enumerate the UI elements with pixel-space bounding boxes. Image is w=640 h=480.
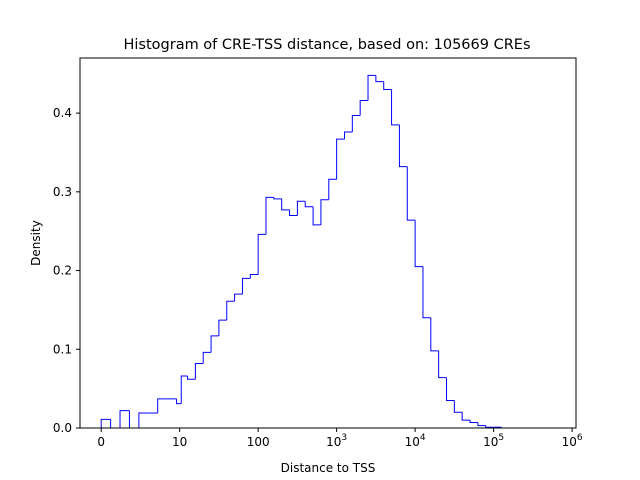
histogram-bin — [187, 376, 196, 380]
histogram-bin — [446, 377, 455, 401]
histogram-bin — [296, 200, 306, 216]
histogram-bin — [176, 398, 182, 405]
histogram-bin — [257, 233, 266, 275]
y-tick-label: 0.1 — [53, 342, 72, 356]
histogram-bin — [194, 362, 204, 380]
histogram-bin — [241, 277, 251, 295]
x-axis: 0 10 100 103 104 105 106 — [97, 428, 583, 449]
histogram-bin — [273, 197, 282, 200]
histogram-bin — [128, 410, 139, 429]
histogram-bin — [469, 420, 478, 423]
histogram-bin — [202, 351, 212, 364]
histogram-bin — [320, 199, 329, 225]
histogram-bin — [343, 131, 353, 140]
x-tick-label: 103 — [326, 433, 347, 449]
histogram-bin — [422, 266, 431, 319]
histogram-bin — [249, 273, 259, 279]
histogram-bin — [430, 317, 439, 352]
histogram-bin — [406, 166, 416, 221]
histogram-bin — [180, 375, 188, 404]
y-axis-label: Density — [29, 220, 43, 266]
histogram-bin — [485, 425, 494, 428]
x-tick-label: 100 — [247, 435, 270, 449]
histogram-bin — [375, 75, 384, 83]
histogram-bin — [234, 293, 243, 302]
plot-area — [79, 57, 577, 429]
y-tick-label: 0.2 — [53, 264, 72, 278]
histogram-bin — [336, 138, 345, 180]
histogram-bin — [304, 201, 314, 208]
histogram-bin — [398, 124, 408, 168]
histogram-bin — [438, 350, 447, 379]
x-axis-label: Distance to TSS — [281, 461, 376, 475]
plot-frame — [79, 57, 577, 429]
x-tick-label: 105 — [483, 433, 504, 449]
y-tick-label: 0.0 — [53, 421, 72, 435]
y-tick-label: 0.3 — [53, 185, 72, 199]
x-tick-label: 0 — [97, 435, 105, 449]
histogram-bin — [210, 335, 219, 353]
chart-title: Histogram of CRE-TSS distance, based on:… — [123, 37, 530, 53]
x-tick-label: 104 — [405, 433, 426, 449]
histogram-bin — [359, 100, 369, 116]
histogram-bin — [226, 300, 235, 321]
histogram-bin — [100, 418, 111, 428]
histogram-bin — [453, 400, 463, 413]
y-axis: 0.0 0.1 0.2 0.3 0.4 — [53, 106, 80, 435]
histogram-bin — [414, 220, 423, 268]
x-tick-label: 106 — [562, 433, 583, 449]
histogram-bin — [138, 412, 149, 428]
histogram-bin — [383, 81, 392, 90]
histogram-bin — [312, 206, 321, 226]
histogram-bars — [100, 74, 557, 429]
histogram-bin — [157, 398, 168, 414]
histogram-bin — [391, 89, 400, 126]
x-tick-label: 10 — [172, 435, 187, 449]
histogram-bin — [110, 419, 121, 429]
histogram-bin — [218, 319, 227, 336]
histogram-bin — [461, 412, 471, 421]
histogram-bin — [477, 422, 486, 427]
histogram-bin — [289, 209, 298, 216]
histogram-bin — [119, 410, 130, 428]
y-tick-label: 0.4 — [53, 106, 72, 120]
histogram-bin — [328, 178, 337, 200]
histogram-bin — [351, 114, 361, 132]
histogram-bin — [367, 74, 376, 101]
histogram-bin — [281, 198, 290, 211]
histogram-bin — [265, 196, 274, 235]
